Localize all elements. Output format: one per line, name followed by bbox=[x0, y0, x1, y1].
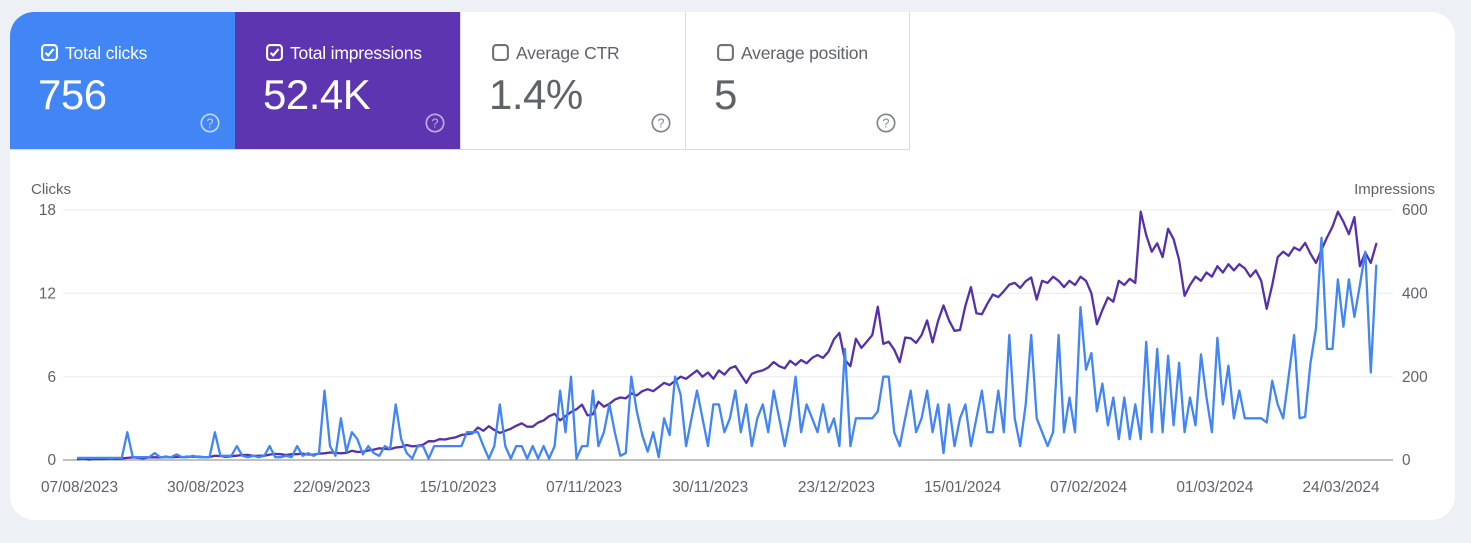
svg-text:15/01/2024: 15/01/2024 bbox=[924, 479, 1001, 496]
svg-text:07/02/2024: 07/02/2024 bbox=[1050, 479, 1127, 496]
svg-text:30/08/2023: 30/08/2023 bbox=[167, 479, 244, 496]
svg-text:12: 12 bbox=[39, 286, 56, 303]
svg-text:?: ? bbox=[432, 117, 439, 131]
svg-text:30/11/2023: 30/11/2023 bbox=[672, 479, 748, 496]
svg-text:?: ? bbox=[207, 117, 214, 131]
svg-text:Impressions: Impressions bbox=[1354, 181, 1435, 198]
svg-text:6: 6 bbox=[47, 369, 56, 386]
svg-text:200: 200 bbox=[1402, 369, 1428, 386]
svg-text:600: 600 bbox=[1402, 202, 1428, 219]
svg-text:?: ? bbox=[883, 117, 890, 131]
svg-text:07/08/2023: 07/08/2023 bbox=[41, 479, 118, 496]
svg-text:400: 400 bbox=[1402, 286, 1428, 303]
svg-text:24/03/2024: 24/03/2024 bbox=[1302, 479, 1379, 496]
svg-text:Clicks: Clicks bbox=[31, 181, 71, 198]
svg-text:?: ? bbox=[658, 117, 665, 131]
svg-text:0: 0 bbox=[47, 452, 56, 469]
svg-text:07/11/2023: 07/11/2023 bbox=[546, 479, 622, 496]
svg-text:22/09/2023: 22/09/2023 bbox=[293, 479, 370, 496]
svg-text:18: 18 bbox=[39, 202, 56, 219]
svg-text:01/03/2024: 01/03/2024 bbox=[1176, 479, 1253, 496]
svg-text:15/10/2023: 15/10/2023 bbox=[419, 479, 496, 496]
svg-text:0: 0 bbox=[1402, 452, 1411, 469]
svg-text:23/12/2023: 23/12/2023 bbox=[798, 479, 875, 496]
